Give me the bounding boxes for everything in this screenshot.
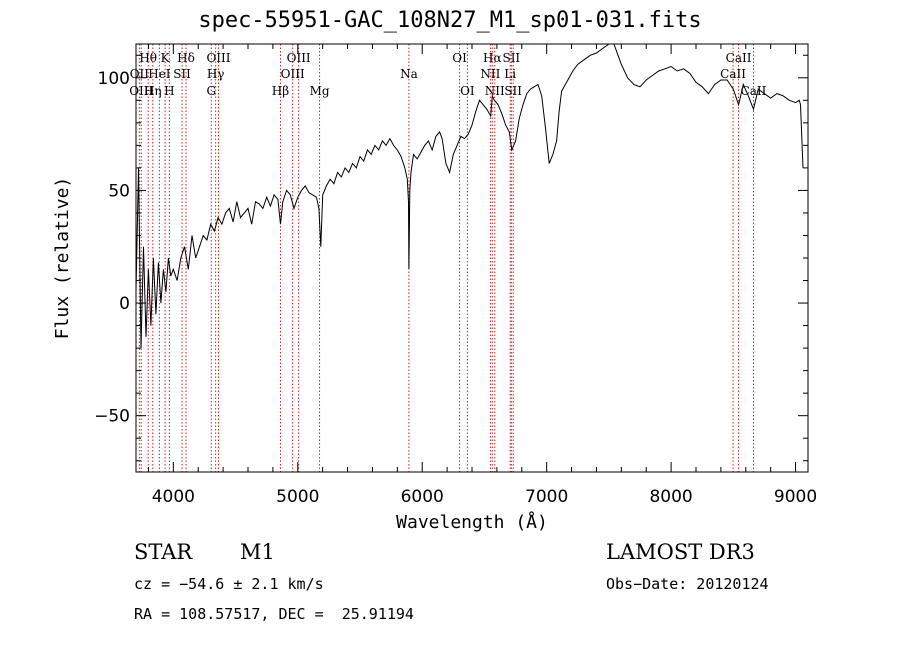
line-label-OIII: OIII	[287, 51, 311, 65]
line-label-Hγ: Hγ	[207, 67, 225, 81]
line-label-HeI: HeI	[148, 67, 171, 81]
line-label-Hθ: Hθ	[139, 51, 157, 65]
line-label-OIII: OIII	[281, 67, 305, 81]
obs-date: Obs−Date: 20120124	[606, 575, 769, 593]
x-tick-label: 5000	[276, 487, 319, 507]
y-axis-ticks: −50 0 50 100	[94, 54, 808, 462]
spectral-line-markers	[138, 44, 754, 472]
line-label-Hδ: Hδ	[177, 51, 195, 65]
line-label-Hα: Hα	[483, 51, 502, 65]
line-label-OIII: OIII	[129, 84, 153, 98]
y-tick-label: 0	[119, 294, 130, 314]
x-axis-label: Wavelength (Å)	[396, 511, 548, 533]
line-label-NII: NII	[485, 84, 505, 98]
coordinates: RA = 108.57517, DEC = 25.91194	[134, 605, 414, 623]
x-tick-label: 8000	[649, 487, 692, 507]
y-axis-label: Flux (relative)	[52, 177, 73, 340]
line-label-SII: SII	[502, 51, 520, 65]
x-axis-ticks: 4000 5000 6000 7000 8000 9000	[147, 44, 817, 507]
x-tick-label: 9000	[774, 487, 817, 507]
chart-title: spec-55951-GAC_108N27_M1_sp01-031.fits	[198, 8, 702, 33]
line-label-CaII: CaII	[741, 84, 767, 98]
line-label-Hβ: Hβ	[272, 84, 289, 98]
y-tick-label: −50	[94, 407, 130, 427]
line-label-OI: OI	[460, 84, 475, 98]
line-label-CaII: CaII	[726, 51, 752, 65]
line-label-H: H	[164, 84, 174, 98]
survey-label: LAMOST DR3	[606, 540, 755, 564]
line-label-OI: OI	[452, 51, 467, 65]
line-label-G: G	[206, 84, 216, 98]
line-label-OII: OII	[130, 67, 150, 81]
class-label: STAR	[134, 540, 193, 564]
line-label-OIII: OIII	[206, 51, 230, 65]
line-label-Hη: Hη	[144, 84, 162, 98]
line-label-SII: SII	[504, 84, 522, 98]
y-tick-label: 50	[108, 181, 130, 201]
line-label-K: K	[161, 51, 171, 65]
line-label-SII: SII	[173, 67, 191, 81]
line-label-CaII: CaII	[720, 67, 746, 81]
line-label-Mg: Mg	[310, 84, 330, 98]
line-label-Na: Na	[400, 67, 418, 81]
y-tick-label: 100	[98, 69, 130, 89]
subclass-label: M1	[240, 540, 275, 564]
x-tick-label: 4000	[152, 487, 195, 507]
spectrum-line	[135, 43, 804, 349]
redshift-cz: cz = −54.6 ± 2.1 km/s	[134, 575, 324, 593]
line-label-NII: NII	[480, 67, 500, 81]
line-label-Li: Li	[504, 67, 516, 81]
plot-frame	[135, 43, 809, 473]
x-tick-label: 6000	[401, 487, 444, 507]
x-tick-label: 7000	[525, 487, 568, 507]
